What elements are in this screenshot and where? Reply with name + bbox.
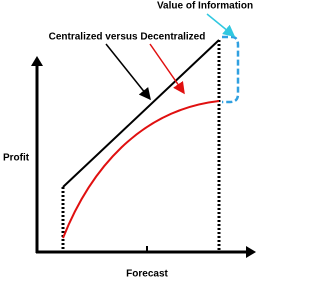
x-axis-arrow (246, 246, 256, 258)
value-of-information-label: Value of Information (157, 1, 253, 12)
decentralized-curve (62, 100, 220, 239)
centralized-arrow (105, 43, 151, 101)
y-axis-arrow (31, 56, 43, 66)
value-arrow (206, 13, 236, 37)
decentralized-arrow (149, 43, 185, 95)
centralized-line (62, 39, 220, 188)
y-axis-label: Profit (3, 153, 30, 164)
value-bracket (222, 35, 240, 104)
comparison-label: Centralized versus Decentralized (49, 32, 206, 43)
x-axis-label: Forecast (126, 269, 168, 280)
diagram: Value of Information Centralized versus … (3, 1, 256, 280)
